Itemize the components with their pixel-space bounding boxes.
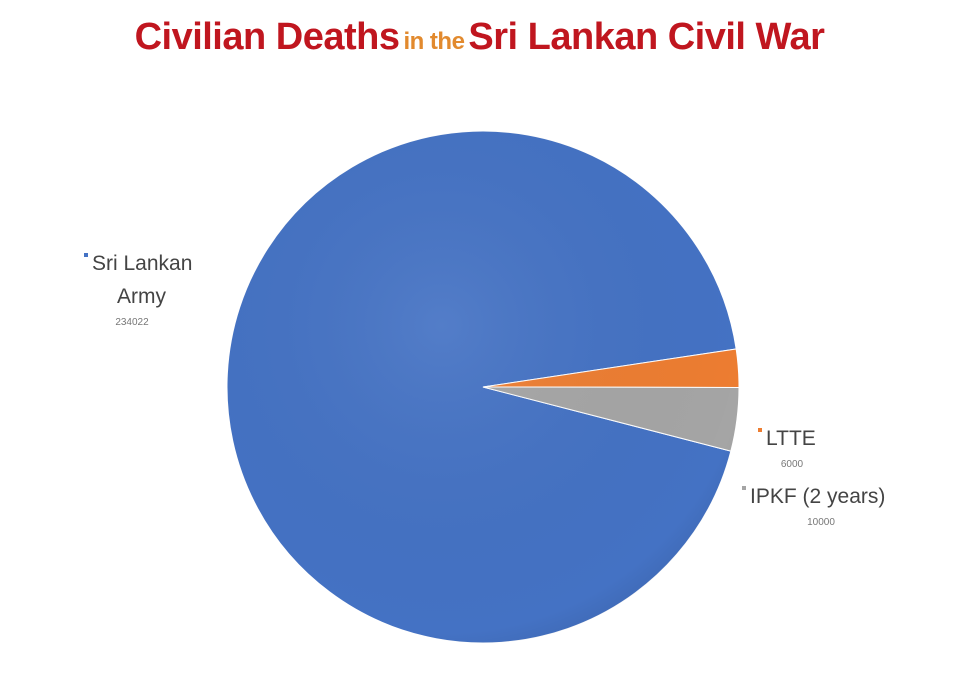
legend-marker-ltte [758,428,762,432]
title-part-1: Civilian Deaths [134,16,400,58]
slice-label-sri-lankan-army: Sri Lankan [92,252,192,275]
pie-slices [226,130,740,644]
slice-value-ltte: 6000 [781,459,804,470]
slice-label-ipkf-2-years: IPKF (2 years) [750,485,885,508]
slice-label-sri-lankan-army-line-2: Army [117,285,166,308]
slice-label-ltte: LTTE [766,427,816,450]
pie-labels: Sri Lankan Army 234022 LTTE 6000 IPKF (2 year… [84,252,885,528]
legend-marker-ipkf-2-years [742,486,746,490]
title-part-3: Sri Lankan Civil War [468,16,825,58]
chart-title: Civilian Deaths in the Sri Lankan Civil … [0,16,959,59]
slice-value-sri-lankan-army: 234022 [115,317,149,328]
legend-marker-sri-lankan-army [84,253,88,257]
title-part-2: in the [403,28,465,55]
slice-value-ipkf-2-years: 10000 [807,517,835,528]
